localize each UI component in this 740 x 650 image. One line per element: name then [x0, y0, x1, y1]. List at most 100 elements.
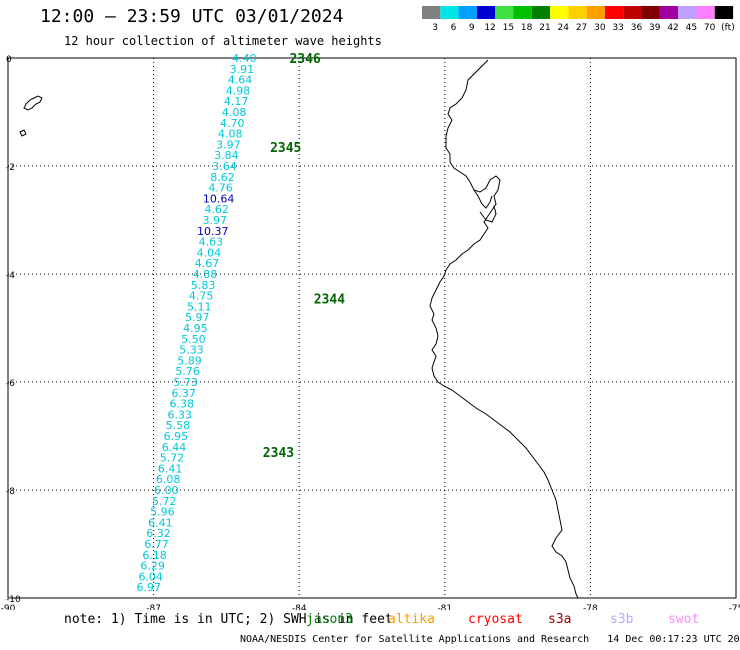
pass-time-labels: 2346 2345 2344 2343	[263, 52, 345, 461]
map-frame	[7, 57, 737, 599]
galapagos-island-isabela	[23, 95, 43, 111]
satellite-swot: swot	[668, 612, 700, 627]
wave-height-value: 6.33	[168, 408, 193, 421]
color-scale-label: 36	[631, 23, 643, 33]
latitude-label: -2	[6, 163, 15, 173]
color-swatch	[659, 6, 679, 19]
wave-height-value: 4.95	[183, 322, 208, 335]
color-scale-label: 18	[521, 23, 533, 33]
color-scale-legend: 3 6 9 12 15 18 21 24 27 30 33 36 39 42 45 70 (ft)	[422, 6, 735, 33]
color-scale-label: 33	[612, 23, 623, 33]
wave-height-value: 6.95	[164, 430, 189, 443]
wave-height-value: 6.37	[171, 387, 196, 400]
wave-height-value: 4.88	[193, 268, 218, 281]
wave-height-value: 4.17	[224, 95, 249, 108]
wave-height-value: 5.97	[185, 311, 210, 324]
wave-height-value: 8.62	[210, 171, 235, 184]
satellite-s3b: s3b	[610, 612, 634, 627]
map-graticule	[8, 58, 736, 598]
color-scale-label: 45	[686, 23, 697, 33]
color-scale-label: 27	[576, 23, 587, 33]
wave-height-value: 10.64	[203, 192, 235, 205]
wave-height-value: 4.76	[208, 182, 233, 195]
wave-height-value: 5.11	[187, 300, 212, 313]
wave-height-map[interactable]: -90-87-84-81-78-750-2-4-6-8-10 4.403.914…	[0, 0, 740, 610]
longitude-label: -87	[146, 604, 161, 610]
color-scale-label: 3	[432, 23, 438, 33]
wave-height-value: 5.73	[173, 376, 198, 389]
color-scale-label: 21	[539, 23, 550, 33]
wave-height-track: 4.403.914.644.984.174.084.704.083.973.84…	[136, 52, 256, 594]
wave-height-value: 5.33	[179, 344, 204, 357]
satellite-s3a: s3a	[548, 612, 572, 627]
wave-height-value: 6.29	[140, 560, 165, 573]
color-swatch	[678, 6, 697, 19]
wave-height-value: 4.64	[228, 74, 253, 87]
page-title: 12:00 — 23:59 UTC 03/01/2024	[40, 6, 344, 27]
wave-height-value: 6.18	[142, 549, 167, 562]
wave-height-value: 3.64	[212, 160, 237, 173]
wave-height-value: 3.97	[216, 138, 241, 151]
wave-height-value: 6.32	[146, 527, 171, 540]
wave-height-value: 5.83	[191, 279, 216, 292]
latitude-label: -8	[6, 487, 15, 497]
longitude-label: -90	[1, 604, 16, 610]
color-scale-label: (ft)	[721, 23, 735, 33]
satellite-altika: altika	[388, 612, 435, 627]
color-swatch	[623, 6, 642, 19]
wave-height-value: 4.62	[204, 203, 229, 216]
color-scale-label: 30	[594, 23, 606, 33]
color-scale-label: 24	[558, 23, 570, 33]
wave-height-value: 4.70	[220, 117, 245, 130]
latitude-label: -6	[6, 379, 15, 389]
wave-height-value: 6.00	[154, 484, 179, 497]
wave-height-value: 5.76	[175, 365, 200, 378]
color-swatch	[586, 6, 605, 19]
color-scale-label: 9	[469, 23, 475, 33]
map-axis-labels: -90 -87 -84 -81 -78 -75 0 -2 -4 -6 -8 -10	[1, 55, 740, 610]
wave-height-value: 3.91	[230, 63, 255, 76]
latitude-label: -4	[6, 271, 15, 281]
longitude-label: -75	[729, 604, 740, 610]
wave-height-value: 4.63	[199, 236, 224, 249]
wave-height-value: 10.37	[197, 225, 229, 238]
wave-height-value: 6.77	[144, 538, 169, 551]
wave-height-value: 4.08	[218, 128, 243, 141]
pass-time-label: 2344	[314, 292, 345, 307]
longitude-label: -78	[583, 604, 598, 610]
wave-height-value: 4.40	[232, 52, 257, 65]
color-swatch	[568, 6, 587, 19]
pass-time-label: 2345	[270, 141, 301, 156]
color-swatch	[495, 6, 514, 19]
color-swatch	[605, 6, 624, 19]
color-swatch	[696, 6, 715, 19]
longitude-label: -84	[292, 604, 307, 610]
color-swatch	[550, 6, 569, 19]
satellite-cryosat: cryosat	[468, 612, 523, 627]
wave-height-value: 6.44	[162, 441, 187, 454]
wave-height-value: 5.96	[150, 506, 175, 519]
page-subtitle: 12 hour collection of altimeter wave hei…	[64, 34, 382, 48]
pass-time-label: 2346	[289, 52, 320, 67]
color-scale-label: 39	[649, 23, 661, 33]
wave-height-value: 6.38	[169, 398, 194, 411]
wave-height-value: 4.67	[195, 257, 220, 270]
color-scale-label: 6	[451, 23, 457, 33]
wave-height-value: 6.41	[148, 516, 173, 529]
wave-height-value: 3.84	[214, 149, 239, 162]
pass-time-label: 2343	[263, 446, 294, 461]
galapagos-island-small	[19, 129, 27, 137]
wave-height-value: 5.72	[160, 452, 185, 465]
wave-height-value: 4.04	[197, 246, 222, 259]
wave-height-value: 5.50	[181, 333, 206, 346]
satellite-jason3: jason3	[306, 612, 353, 627]
latitude-label: -10	[6, 595, 21, 605]
color-swatch	[531, 6, 551, 19]
wave-height-value: 6.04	[138, 570, 163, 583]
wave-height-value: 6.97	[136, 581, 161, 594]
wave-height-value: 5.72	[152, 495, 177, 508]
color-swatch	[641, 6, 660, 19]
wave-height-value: 4.98	[226, 84, 251, 97]
wave-height-value: 4.08	[222, 106, 247, 119]
color-scale-label: 12	[484, 23, 495, 33]
